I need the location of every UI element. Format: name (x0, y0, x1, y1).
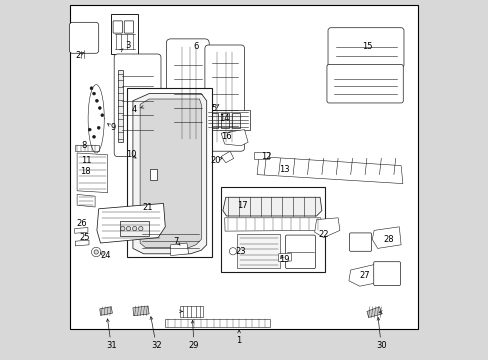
Text: 20: 20 (210, 156, 221, 165)
FancyBboxPatch shape (124, 21, 133, 33)
Polygon shape (140, 99, 201, 248)
Bar (237, 234, 280, 268)
Text: 5: 5 (211, 104, 216, 113)
Circle shape (121, 226, 125, 231)
Text: 17: 17 (237, 201, 247, 210)
Bar (231, 113, 239, 128)
Bar (221, 113, 228, 128)
FancyBboxPatch shape (327, 28, 403, 68)
Text: 6: 6 (193, 42, 198, 51)
Text: 8: 8 (81, 141, 87, 150)
Circle shape (91, 247, 101, 257)
Text: 14: 14 (219, 114, 229, 123)
Text: 25: 25 (79, 233, 89, 242)
Polygon shape (371, 227, 400, 248)
Polygon shape (227, 245, 241, 257)
Polygon shape (221, 151, 233, 163)
Polygon shape (75, 240, 89, 246)
Polygon shape (77, 153, 107, 193)
Text: 1: 1 (236, 336, 241, 345)
Circle shape (94, 250, 98, 254)
Circle shape (229, 248, 236, 255)
Text: 22: 22 (318, 230, 328, 239)
Text: 12: 12 (260, 152, 271, 161)
FancyBboxPatch shape (285, 235, 315, 269)
Text: 28: 28 (383, 235, 393, 244)
Polygon shape (314, 218, 339, 238)
Text: 13: 13 (278, 165, 289, 174)
Text: 2: 2 (76, 51, 81, 60)
Text: 3: 3 (124, 41, 130, 50)
Text: 29: 29 (188, 341, 199, 350)
Circle shape (90, 87, 93, 90)
Text: 18: 18 (80, 166, 90, 176)
Circle shape (139, 226, 142, 231)
Polygon shape (170, 243, 188, 256)
Text: 21: 21 (142, 202, 152, 212)
Bar (120, 221, 149, 236)
Bar (254, 152, 268, 159)
Text: 27: 27 (359, 271, 369, 280)
Circle shape (132, 226, 137, 231)
Text: 30: 30 (375, 341, 386, 350)
Text: 24: 24 (101, 251, 111, 260)
FancyBboxPatch shape (114, 54, 161, 157)
Circle shape (101, 114, 103, 117)
Bar (206, 110, 249, 130)
Text: 10: 10 (125, 150, 136, 159)
FancyBboxPatch shape (69, 22, 99, 53)
Bar (149, 169, 157, 180)
FancyBboxPatch shape (166, 39, 209, 148)
FancyBboxPatch shape (113, 21, 122, 33)
Circle shape (95, 99, 98, 102)
FancyBboxPatch shape (204, 45, 244, 151)
Text: 23: 23 (235, 248, 246, 256)
FancyBboxPatch shape (326, 64, 403, 103)
Bar (111, 14, 138, 54)
Text: 15: 15 (361, 42, 371, 51)
Circle shape (92, 135, 95, 138)
Polygon shape (223, 197, 321, 216)
Polygon shape (133, 94, 206, 254)
Circle shape (98, 107, 101, 109)
Bar (221, 187, 325, 272)
Polygon shape (278, 253, 291, 262)
Polygon shape (97, 203, 165, 243)
Bar (210, 113, 218, 128)
Text: 9: 9 (110, 123, 116, 132)
Bar (179, 306, 203, 317)
FancyBboxPatch shape (349, 233, 371, 251)
Polygon shape (100, 307, 112, 315)
Text: 26: 26 (76, 219, 86, 228)
Circle shape (88, 128, 91, 131)
Text: 19: 19 (278, 255, 289, 264)
Polygon shape (366, 307, 381, 318)
Bar (165, 319, 269, 327)
Circle shape (97, 126, 100, 129)
Text: 4: 4 (132, 105, 137, 114)
Polygon shape (75, 228, 88, 233)
Circle shape (92, 92, 95, 95)
Bar (118, 70, 123, 142)
Circle shape (126, 226, 130, 231)
Text: 11: 11 (81, 156, 92, 165)
Polygon shape (75, 145, 99, 151)
Text: 16: 16 (221, 132, 231, 141)
Text: 7: 7 (173, 237, 179, 246)
Polygon shape (77, 194, 95, 207)
Text: 31: 31 (106, 341, 116, 350)
FancyBboxPatch shape (373, 262, 400, 285)
Bar (127, 88, 212, 257)
Text: 32: 32 (151, 341, 161, 350)
Polygon shape (133, 306, 149, 316)
Polygon shape (221, 130, 247, 146)
Polygon shape (224, 218, 321, 231)
Polygon shape (257, 157, 402, 184)
Polygon shape (348, 265, 377, 286)
